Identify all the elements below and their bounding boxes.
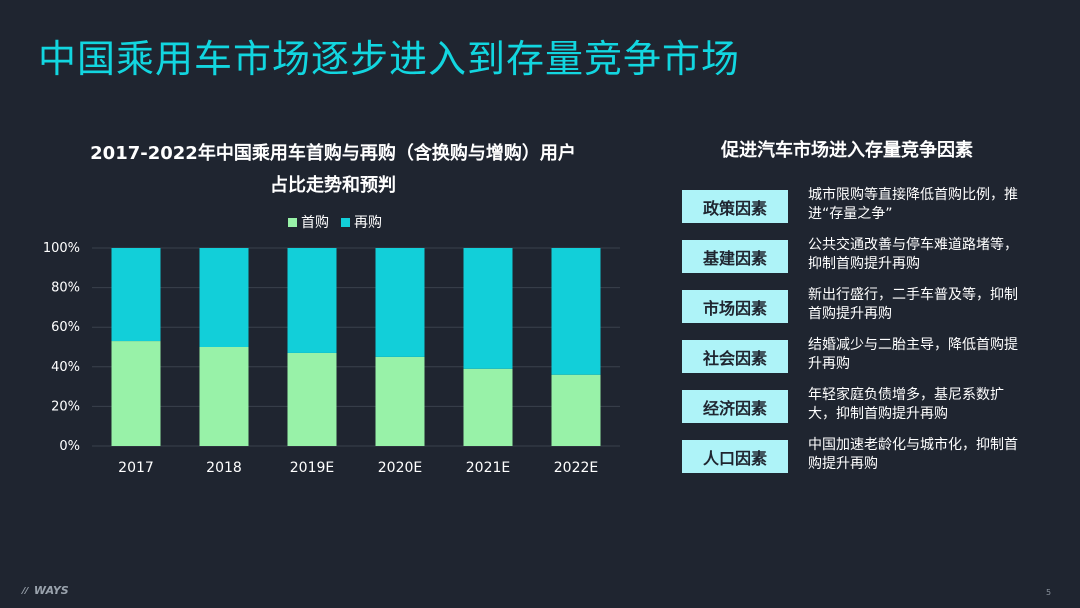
x-tick-label: 2018 bbox=[206, 460, 242, 476]
bar-segment bbox=[111, 248, 161, 342]
legend-item-repurchase: 再购 bbox=[341, 212, 382, 232]
factor-description: 城市限购等直接降低首购比例，推进“存量之争” bbox=[808, 187, 1018, 222]
chart-legend: 首购 再购 bbox=[288, 212, 382, 232]
page-number: 5 bbox=[1046, 588, 1052, 597]
x-tick-label: 2021E bbox=[466, 460, 510, 476]
y-tick-label: 60% bbox=[51, 320, 80, 335]
legend-label-repurchase: 再购 bbox=[354, 215, 382, 231]
logo-mark-icon bbox=[21, 587, 29, 594]
factor-label: 市场因素 bbox=[682, 290, 788, 323]
y-tick-label: 20% bbox=[51, 399, 80, 414]
x-tick-label: 2020E bbox=[378, 460, 422, 476]
legend-label-first-purchase: 首购 bbox=[301, 215, 329, 231]
logo-text: WAYS bbox=[33, 584, 69, 597]
factor-description: 年轻家庭负债增多，基尼系数扩大，抑制首购提升再购 bbox=[808, 387, 1004, 422]
x-tick-label: 2022E bbox=[554, 460, 598, 476]
bar-segment bbox=[463, 248, 513, 369]
factor-label: 人口因素 bbox=[682, 440, 788, 473]
x-tick-label: 2017 bbox=[118, 460, 154, 476]
legend-swatch-first-purchase bbox=[288, 217, 297, 227]
factor-label: 经济因素 bbox=[682, 390, 788, 423]
factor-label: 政策因素 bbox=[682, 190, 788, 223]
factor-label: 基建因素 bbox=[682, 240, 788, 273]
bar-segment bbox=[287, 352, 337, 446]
y-tick-label: 0% bbox=[59, 439, 80, 454]
bar-segment bbox=[199, 248, 249, 347]
factor-row: 人口因素 中国加速老龄化与城市化，抑制首购提升再购 bbox=[682, 436, 1022, 476]
factor-label: 社会因素 bbox=[682, 340, 788, 373]
bar-segment bbox=[375, 356, 425, 446]
brand-logo: WAYS bbox=[20, 584, 69, 597]
factor-row: 社会因素 结婚减少与二胎主导，降低首购提升再购 bbox=[682, 336, 1022, 376]
bar-segment bbox=[463, 368, 513, 446]
legend-item-first-purchase: 首购 bbox=[288, 212, 329, 232]
factor-row: 政策因素 城市限购等直接降低首购比例，推进“存量之争” bbox=[682, 186, 1022, 226]
x-tick-label: 2019E bbox=[290, 460, 334, 476]
factor-description: 结婚减少与二胎主导，降低首购提升再购 bbox=[808, 337, 1018, 372]
chart-title: 2017-2022年中国乘用车首购与再购（含换购与增购）用户占比走势和预判 bbox=[90, 143, 576, 196]
bar-segment bbox=[111, 341, 161, 446]
bar-segment bbox=[287, 248, 337, 353]
bar-segment bbox=[551, 248, 601, 375]
legend-swatch-repurchase bbox=[341, 217, 350, 227]
bar-segment bbox=[551, 374, 601, 446]
y-tick-label: 40% bbox=[51, 360, 80, 375]
page-title: 中国乘用车市场逐步进入到存量竞争市场 bbox=[38, 37, 741, 81]
factor-description: 中国加速老龄化与城市化，抑制首购提升再购 bbox=[808, 437, 1018, 472]
factor-description: 新出行盛行，二手车普及等，抑制首购提升再购 bbox=[808, 287, 1018, 322]
bar-segment bbox=[375, 248, 425, 357]
y-tick-label: 100% bbox=[43, 241, 80, 256]
factors-title: 促进汽车市场进入存量竞争因素 bbox=[721, 140, 973, 161]
factor-description: 公共交通改善与停车难道路堵等，抑制首购提升再购 bbox=[808, 237, 1018, 272]
factor-row: 基建因素 公共交通改善与停车难道路堵等，抑制首购提升再购 bbox=[682, 236, 1022, 276]
stacked-bar-chart: 0% 20% 40% 60% 80% 100% 2017 2018 2019E 2020E 2021… bbox=[43, 241, 620, 476]
factor-row: 市场因素 新出行盛行，二手车普及等，抑制首购提升再购 bbox=[682, 286, 1022, 326]
y-tick-label: 80% bbox=[51, 281, 80, 296]
bar-segment bbox=[199, 347, 249, 446]
factor-row: 经济因素 年轻家庭负债增多，基尼系数扩大，抑制首购提升再购 bbox=[682, 386, 1022, 426]
